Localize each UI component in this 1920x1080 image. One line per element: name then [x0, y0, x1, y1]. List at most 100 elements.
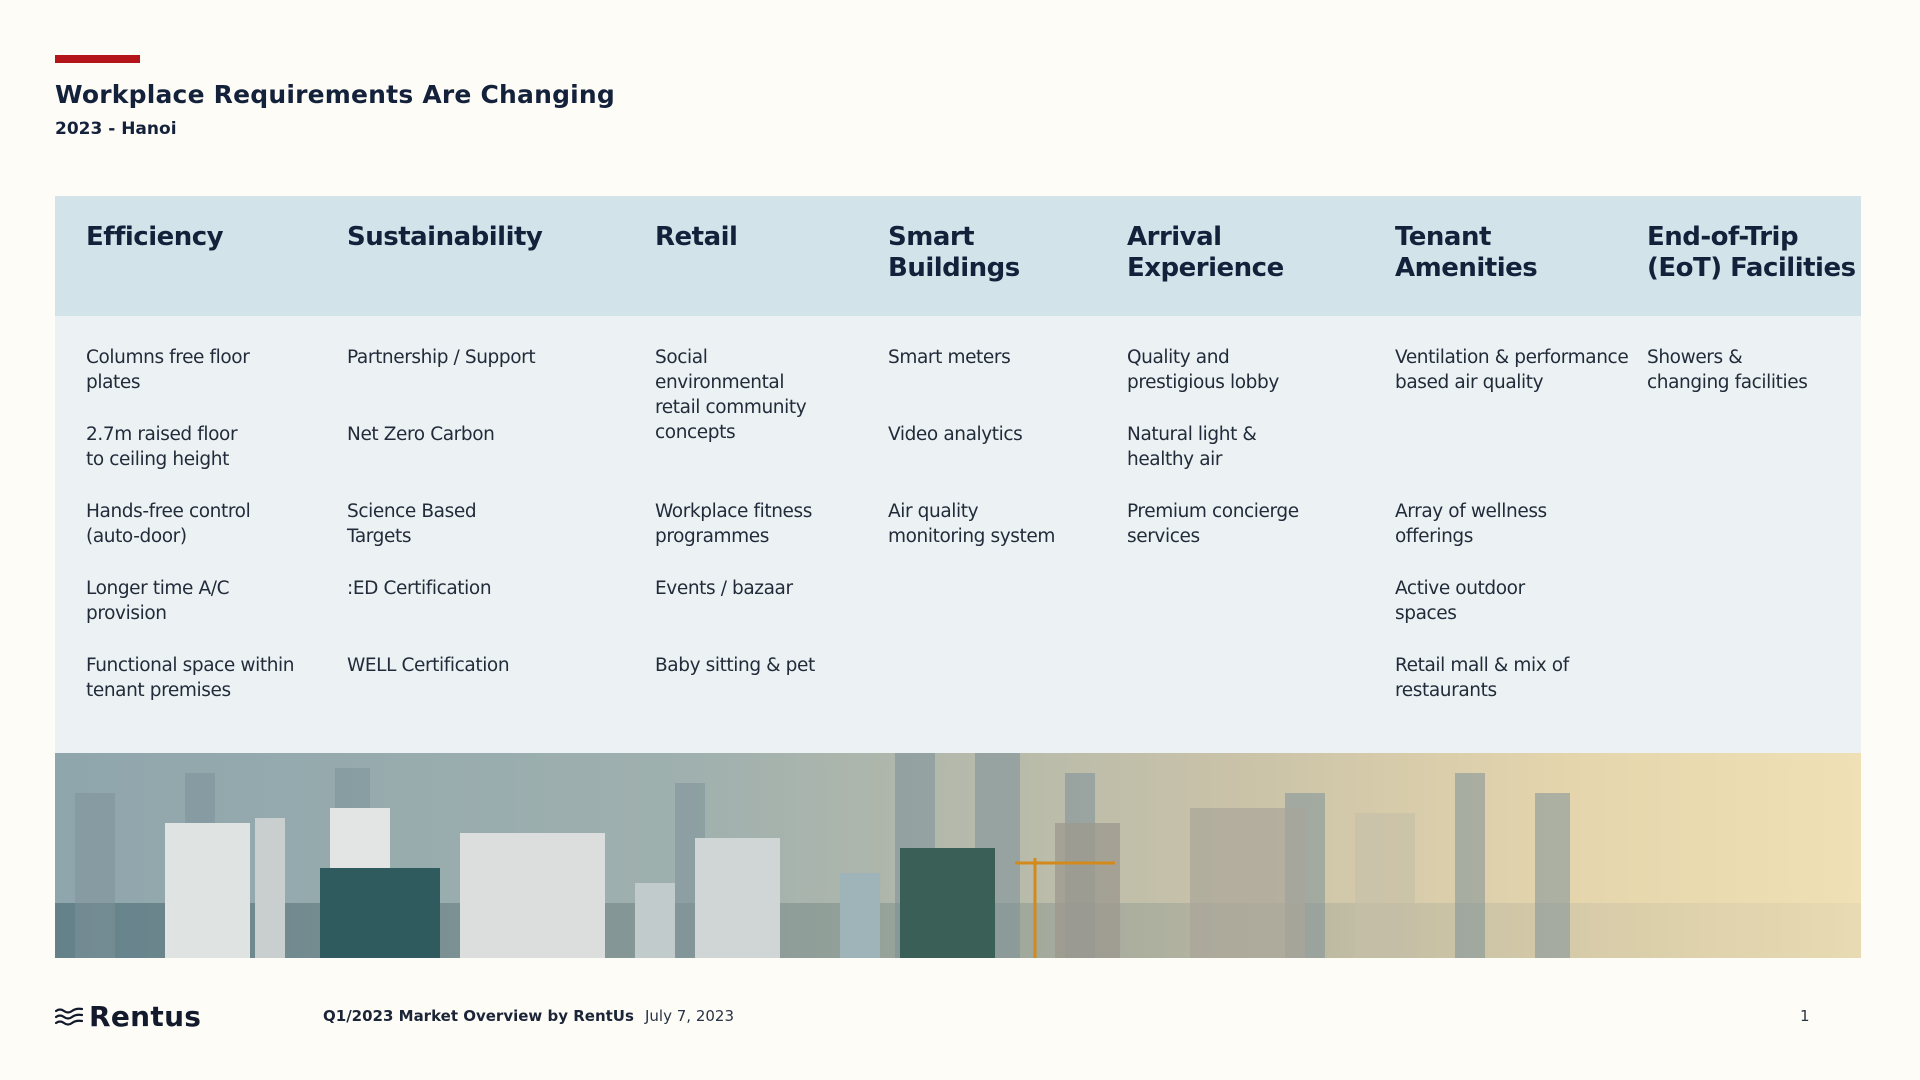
page-subtitle: 2023 - Hanoi — [55, 119, 177, 139]
table-cell: Active outdoor spaces — [1395, 576, 1525, 626]
column-heading-line: Smart — [888, 222, 975, 252]
column-heading: Arrival Experience — [1127, 222, 1284, 284]
footer-date: July 7, 2023 — [645, 1007, 734, 1025]
footer-report-title: Q1/2023 Market Overview by RentUs — [323, 1007, 634, 1025]
table-cell: Social environmental retail community conce… — [655, 345, 807, 445]
cell-text-line: healthy air — [1127, 449, 1223, 470]
cell-text-line: changing facilities — [1647, 372, 1808, 393]
table-cell: Premium concierge services — [1127, 499, 1299, 549]
cell-text-line: Longer time A/C — [86, 578, 230, 599]
column-heading-line: (EoT) Facilities — [1647, 253, 1856, 283]
column-heading-line: Amenities — [1395, 253, 1538, 283]
waves-logo-icon — [55, 1007, 83, 1026]
cell-text-line: Video analytics — [888, 424, 1023, 445]
skyline-illustration — [55, 753, 1861, 958]
column-heading-line: Arrival — [1127, 222, 1222, 252]
column-heading-line: Efficiency — [86, 222, 224, 252]
cell-text-line: offerings — [1395, 526, 1473, 547]
cell-text-line: tenant premises — [86, 680, 231, 701]
cell-text-line: Columns free floor — [86, 347, 250, 368]
cell-text-line: Net Zero Carbon — [347, 424, 495, 445]
table-cell: Air quality monitoring system — [888, 499, 1055, 549]
cell-text-line: programmes — [655, 526, 770, 547]
column-heading: Retail — [655, 222, 738, 253]
cell-text-line: services — [1127, 526, 1200, 547]
cell-text-line: monitoring system — [888, 526, 1055, 547]
cell-text-line: prestigious lobby — [1127, 372, 1279, 393]
table-cell: Events / bazaar — [655, 576, 793, 601]
cell-text-line: (auto-door) — [86, 526, 187, 547]
city-skyline-photo — [55, 753, 1861, 958]
table-cell: :ED Certification — [347, 576, 492, 601]
table-cell: Longer time A/C provision — [86, 576, 230, 626]
cell-text-line: Workplace fitness — [655, 501, 812, 522]
cell-text-line: Quality and — [1127, 347, 1230, 368]
table-cell: Smart meters — [888, 345, 1011, 370]
cell-text-line: :ED Certification — [347, 578, 492, 599]
cell-text-line: provision — [86, 603, 167, 624]
table-cell: Functional space within tenant premises — [86, 653, 295, 703]
column-heading-line: End-of-Trip — [1647, 222, 1799, 252]
table-header-row — [55, 196, 1861, 316]
requirements-table: Efficiency Columns free floor plates 2.7m r… — [55, 196, 1861, 753]
column-heading: Tenant Amenities — [1395, 222, 1538, 284]
cell-text-line: Retail mall & mix of — [1395, 655, 1569, 676]
table-cell: 2.7m raised floor to ceiling height — [86, 422, 238, 472]
cell-text-line: Natural light & — [1127, 424, 1257, 445]
cell-text-line: Events / bazaar — [655, 578, 793, 599]
table-cell: Columns free floor plates — [86, 345, 250, 395]
column-heading-line: Experience — [1127, 253, 1284, 283]
cell-text-line: spaces — [1395, 603, 1457, 624]
cell-text-line: Hands-free control — [86, 501, 251, 522]
cell-text-line: Array of wellness — [1395, 501, 1547, 522]
cell-text-line: Functional space within — [86, 655, 295, 676]
cell-text-line: WELL Certification — [347, 655, 510, 676]
column-heading-line: Retail — [655, 222, 738, 252]
cell-text-line: retail community — [655, 397, 807, 418]
table-cell: Baby sitting & pet — [655, 653, 815, 678]
column-heading: End-of-Trip (EoT) Facilities — [1647, 222, 1856, 284]
page-number: 1 — [1800, 1007, 1810, 1025]
cell-text-line: Baby sitting & pet — [655, 655, 815, 676]
cell-text-line: Social — [655, 347, 708, 368]
cell-text-line: Air quality — [888, 501, 979, 522]
table-cell: Science Based Targets — [347, 499, 477, 549]
title-accent-bar — [55, 55, 140, 63]
table-cell: Hands-free control (auto-door) — [86, 499, 251, 549]
table-cell: Quality and prestigious lobby — [1127, 345, 1279, 395]
cell-text-line: Science Based — [347, 501, 477, 522]
table-cell: Net Zero Carbon — [347, 422, 495, 447]
column-heading: Efficiency — [86, 222, 224, 253]
cell-text-line: Active outdoor — [1395, 578, 1525, 599]
cell-text-line: to ceiling height — [86, 449, 229, 470]
cell-text-line: Targets — [347, 526, 412, 547]
cell-text-line: Ventilation & performance — [1395, 347, 1629, 368]
cell-text-line: Partnership / Support — [347, 347, 536, 368]
cell-text-line: concepts — [655, 422, 736, 443]
table-cell: Partnership / Support — [347, 345, 536, 370]
table-cell: Workplace fitness programmes — [655, 499, 812, 549]
table-cell: Array of wellness offerings — [1395, 499, 1547, 549]
column-heading-line: Buildings — [888, 253, 1020, 283]
column-heading-line: Sustainability — [347, 222, 543, 252]
column-heading: Sustainability — [347, 222, 543, 253]
table-cell: Retail mall & mix of restaurants — [1395, 653, 1569, 703]
table-cell: Natural light & healthy air — [1127, 422, 1257, 472]
table-cell: Ventilation & performance based air quali… — [1395, 345, 1629, 395]
page-title: Workplace Requirements Are Changing — [55, 80, 616, 109]
table-cell: Showers & changing facilities — [1647, 345, 1808, 395]
table-cell: WELL Certification — [347, 653, 510, 678]
cell-text-line: restaurants — [1395, 680, 1497, 701]
cell-text-line: plates — [86, 372, 141, 393]
cell-text-line: environmental — [655, 372, 785, 393]
column-heading-line: Tenant — [1395, 222, 1491, 252]
table-cell: Video analytics — [888, 422, 1023, 447]
cell-text-line: Smart meters — [888, 347, 1011, 368]
cell-text-line: 2.7m raised floor — [86, 424, 238, 445]
rentus-logo[interactable]: Rentus — [55, 1000, 201, 1033]
logo-text: Rentus — [89, 1000, 202, 1033]
cell-text-line: Premium concierge — [1127, 501, 1299, 522]
cell-text-line: Showers & — [1647, 347, 1743, 368]
cell-text-line: based air quality — [1395, 372, 1544, 393]
column-heading: Smart Buildings — [888, 222, 1020, 284]
